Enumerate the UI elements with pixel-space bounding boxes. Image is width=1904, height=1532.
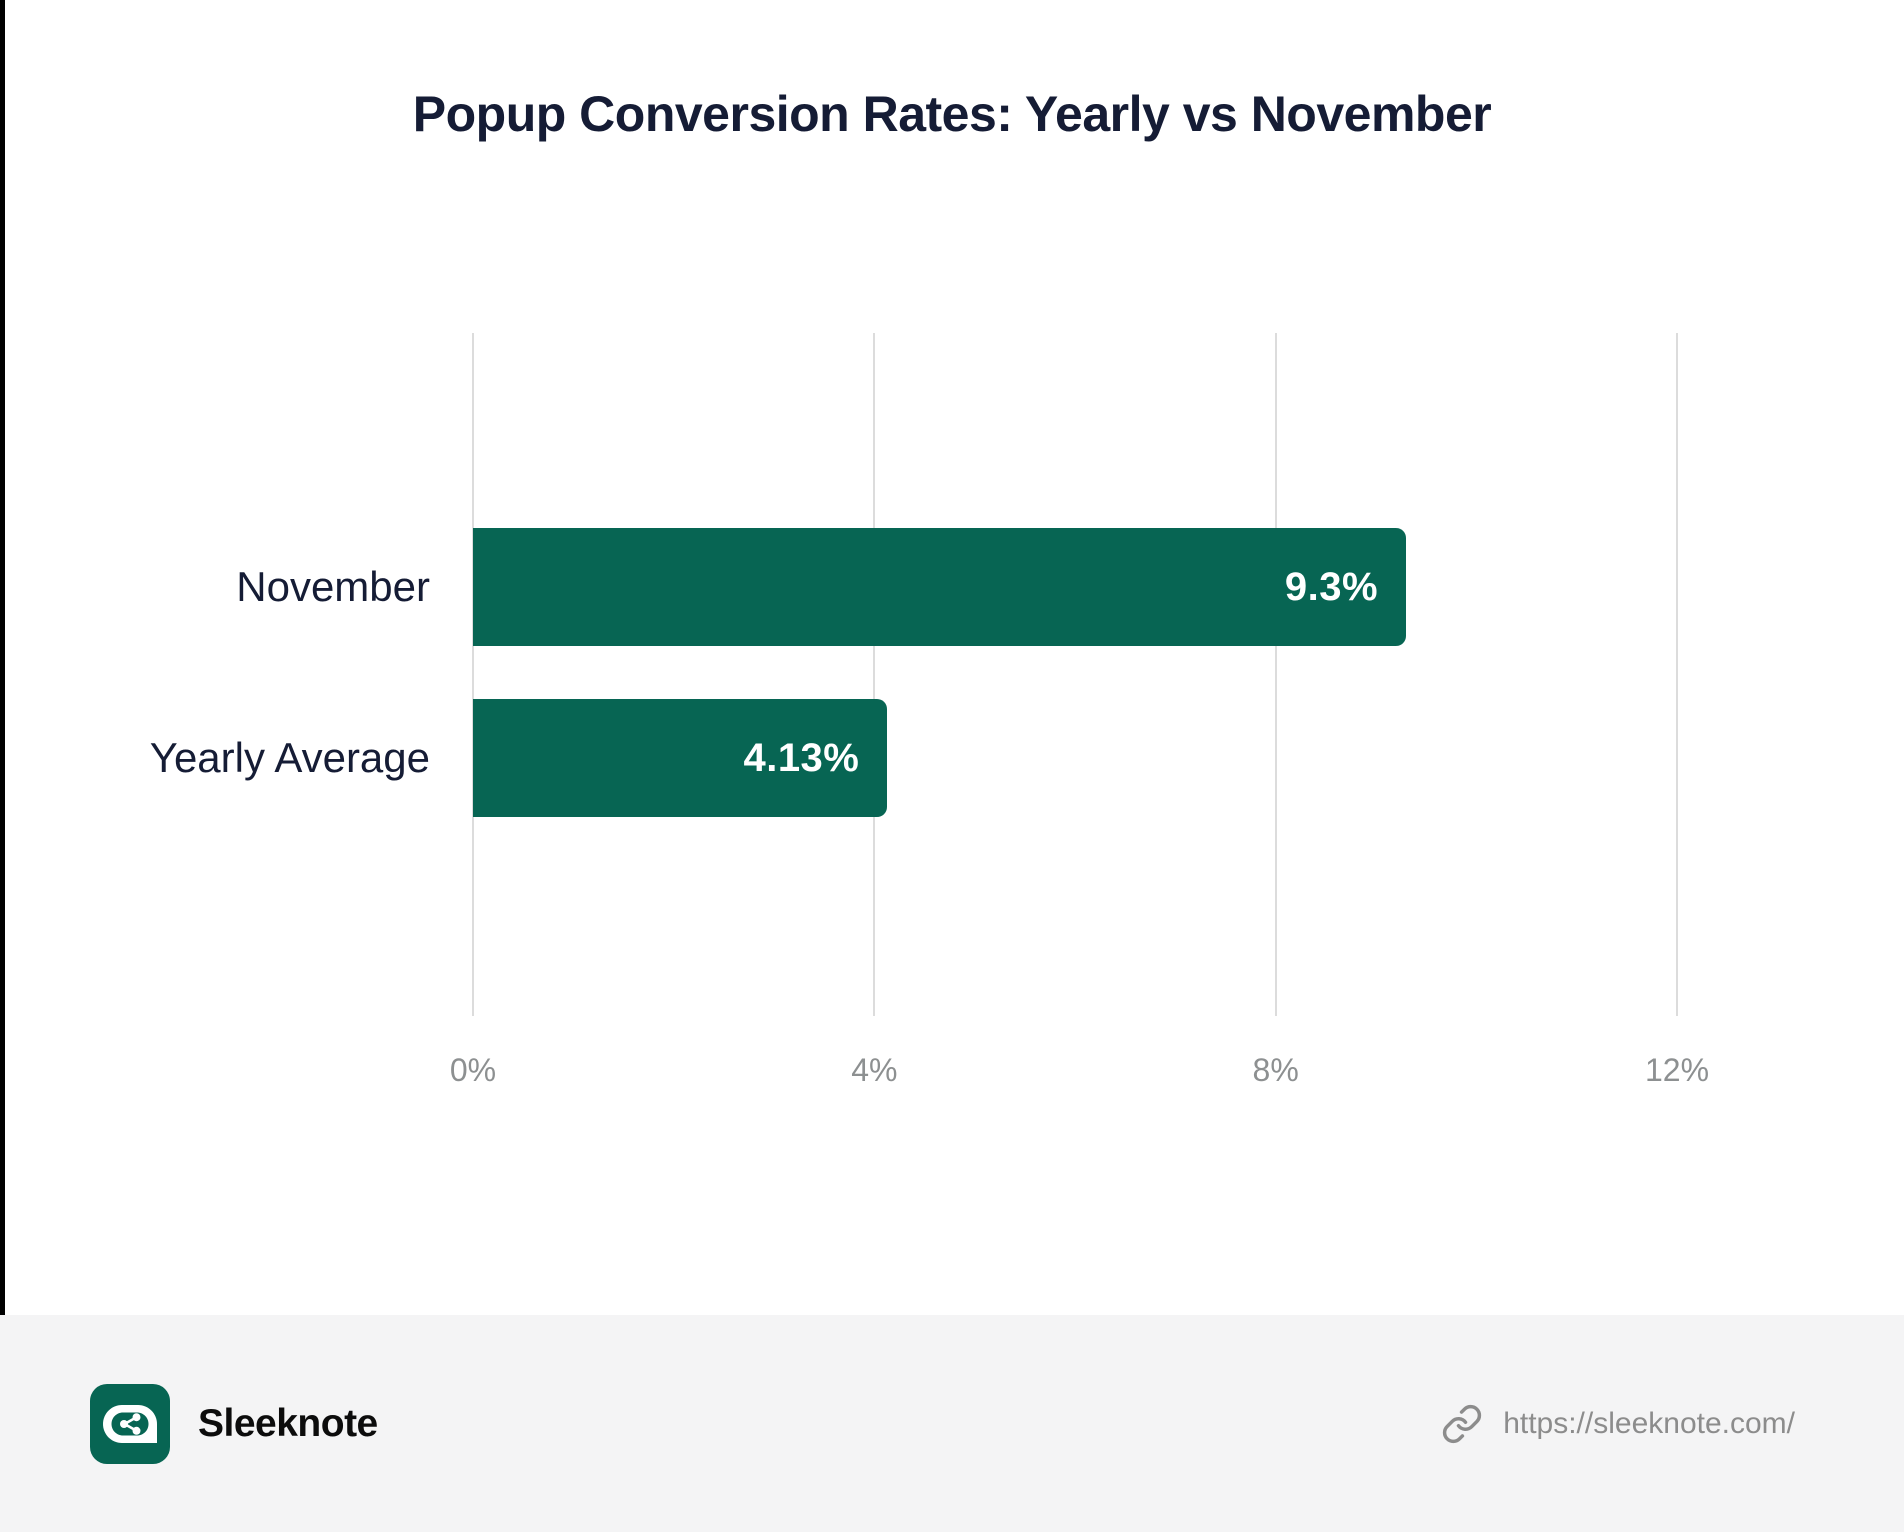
sleeknote-logo-icon — [90, 1383, 170, 1464]
gridline-8% — [1274, 333, 1277, 1016]
plot-area: 9.3% 4.13% — [472, 333, 1678, 1016]
x-tick-label: 12% — [1644, 1052, 1710, 1088]
bar-november: 9.3% — [473, 528, 1407, 646]
chain-link-icon — [1443, 1404, 1482, 1443]
gridline-4% — [873, 333, 876, 1016]
chart-title: Popup Conversion Rates: Yearly vs Novemb… — [412, 86, 1492, 142]
brand-lockup: Sleeknote — [90, 1383, 378, 1464]
x-tick-label: 8% — [1252, 1052, 1299, 1088]
gridline-12% — [1676, 333, 1678, 1016]
share-icon-dots — [120, 1412, 141, 1435]
source-url: https://sleeknote.com/ — [1503, 1406, 1795, 1440]
category-label-yearly-average: Yearly Average — [149, 734, 430, 781]
brand-name: Sleeknote — [198, 1401, 378, 1445]
source-link: https://sleeknote.com/ — [1441, 1403, 1795, 1445]
x-tick-label: 0% — [449, 1052, 497, 1088]
bar-yearly-average: 4.13% — [473, 699, 888, 817]
bar-value-label: 4.13% — [743, 735, 860, 780]
footer-bar: Sleeknote https://sleeknote.com/ — [0, 1315, 1904, 1532]
gridline-0% — [472, 333, 474, 1016]
category-label-november: November — [236, 563, 430, 610]
left-edge-border — [0, 0, 5, 1315]
x-tick-label: 4% — [851, 1052, 898, 1088]
bar-value-label: 9.3% — [1284, 564, 1379, 609]
